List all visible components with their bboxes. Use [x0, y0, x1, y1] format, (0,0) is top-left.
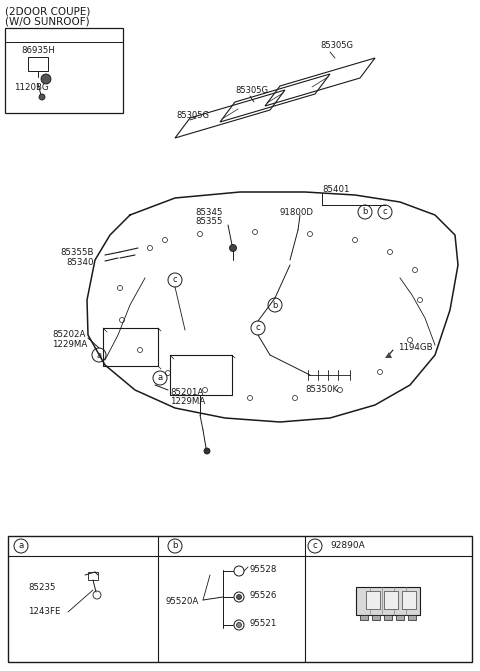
Bar: [396, 615, 404, 620]
Text: 1243FE: 1243FE: [28, 607, 60, 616]
Circle shape: [39, 94, 45, 100]
Bar: [356, 587, 420, 615]
Bar: [103, 328, 158, 366]
Bar: [170, 355, 232, 395]
Text: b: b: [272, 301, 278, 309]
Text: a: a: [96, 350, 102, 360]
Text: 85202A: 85202A: [52, 330, 85, 339]
Text: 91800D: 91800D: [280, 208, 314, 217]
Text: 95521: 95521: [250, 619, 277, 628]
Text: 1194GB: 1194GB: [398, 343, 432, 352]
Text: 86935H: 86935H: [21, 46, 55, 55]
Text: 85401: 85401: [322, 185, 349, 194]
Circle shape: [229, 244, 237, 252]
Bar: [408, 615, 416, 620]
Bar: [8, 536, 472, 662]
Bar: [384, 591, 398, 609]
Bar: [384, 615, 392, 620]
Text: 1229MA: 1229MA: [52, 340, 87, 349]
Text: 85305G: 85305G: [235, 86, 268, 95]
Text: c: c: [256, 323, 260, 333]
Bar: [372, 615, 380, 620]
Circle shape: [204, 448, 210, 454]
Text: 85355B: 85355B: [60, 248, 94, 257]
Text: b: b: [172, 541, 178, 550]
Circle shape: [237, 595, 241, 599]
Text: 85345: 85345: [195, 208, 223, 217]
Text: a: a: [157, 374, 163, 382]
Text: 95520A: 95520A: [166, 597, 199, 606]
Text: 1120BG: 1120BG: [14, 83, 48, 92]
Polygon shape: [385, 352, 392, 358]
Bar: [28, 57, 48, 71]
Text: c: c: [312, 541, 317, 550]
Text: 85235: 85235: [28, 583, 56, 592]
Bar: [88, 572, 98, 580]
Text: b: b: [362, 207, 368, 217]
Text: c: c: [173, 276, 177, 285]
Text: c: c: [383, 207, 387, 217]
Circle shape: [41, 74, 51, 84]
Text: (2DOOR COUPE): (2DOOR COUPE): [5, 7, 90, 17]
Text: (W/O SUNROOF): (W/O SUNROOF): [5, 17, 90, 27]
Text: 85201A: 85201A: [170, 388, 204, 397]
Text: 95528: 95528: [250, 565, 277, 574]
Text: 95526: 95526: [250, 591, 277, 600]
Circle shape: [237, 623, 241, 627]
Text: 85350K: 85350K: [305, 385, 338, 394]
Text: 85305G: 85305G: [320, 41, 353, 50]
Bar: [366, 591, 380, 609]
Text: 85355: 85355: [195, 217, 223, 226]
Text: a: a: [18, 541, 24, 550]
Bar: [402, 591, 416, 609]
Text: 92890A: 92890A: [330, 541, 365, 550]
Text: 1229MA: 1229MA: [170, 397, 205, 406]
Bar: [360, 615, 368, 620]
Text: 85305G: 85305G: [176, 111, 209, 120]
Text: 85340: 85340: [66, 258, 94, 267]
Bar: [5, 28, 123, 113]
